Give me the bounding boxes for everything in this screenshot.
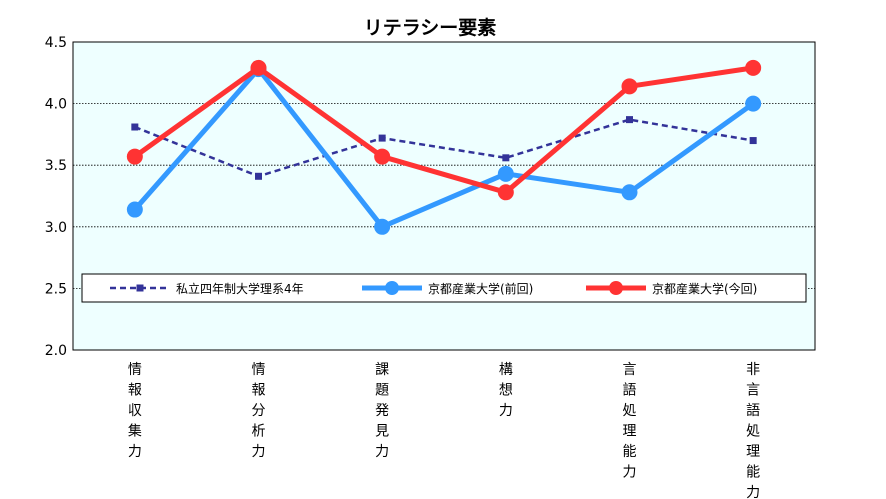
x-category-label: 課題発見力 [375,362,389,460]
legend-box [81,273,807,303]
y-tick-label: 4.5 [45,35,67,51]
data-point [621,78,638,95]
series-2 [126,59,762,201]
x-category-label: 構想力 [499,362,513,419]
data-point [374,218,391,235]
data-point [126,201,143,218]
series-line [133,65,754,195]
data-point [378,134,386,142]
legend-entry: 京都産業大学(前回) [362,281,533,296]
x-category-label: 情報収集力 [128,362,142,460]
x-category-label: 情報分析力 [252,362,266,460]
data-point [255,172,262,180]
data-point [749,137,757,145]
x-category-label: 非言語処理能力 [746,362,760,499]
legend-label: 私立四年制大学理系4年 [176,281,304,296]
data-point [745,59,762,76]
data-point [626,116,633,124]
legend-entry: 私立四年制大学理系4年 [110,281,304,296]
y-tick-label: 2.5 [45,281,67,297]
x-category-label: 言語処理能力 [623,362,637,481]
data-point [131,123,139,131]
legend-marker [136,284,144,292]
legend: 私立四年制大学理系4年 京都産業大学(前回) 京都産業大学(今回) [81,273,807,303]
data-point [621,184,638,201]
x-axis-categories: 情報収集力 情報分析力 課題発見力 構想力 言語処理能力 非言語処理能力 [128,362,760,499]
series-1 [126,61,762,235]
data-point [126,148,143,165]
y-axis-ticks: 2.0 2.5 3.0 3.5 4.0 4.5 [45,35,67,359]
data-point [745,95,762,112]
legend-marker [609,281,623,295]
legend-marker [385,281,399,295]
series-0 [131,116,757,180]
series-line [132,66,755,230]
y-tick-label: 2.0 [45,343,67,359]
series-line [134,118,754,178]
legend-label: 京都産業大学(前回) [428,281,533,296]
data-point [250,59,267,76]
y-tick-label: 3.5 [45,158,67,174]
plot-area [72,41,816,351]
legend-entry: 京都産業大学(今回) [586,281,757,296]
chart-title: リテラシー要素 [364,16,497,39]
data-point [497,184,514,201]
data-point [497,165,514,182]
data-point [374,148,391,165]
y-tick-label: 4.0 [45,97,67,113]
series-lines [126,59,762,235]
y-tick-label: 3.0 [45,220,67,236]
legend-label: 京都産業大学(今回) [652,281,757,296]
data-point [502,154,510,162]
